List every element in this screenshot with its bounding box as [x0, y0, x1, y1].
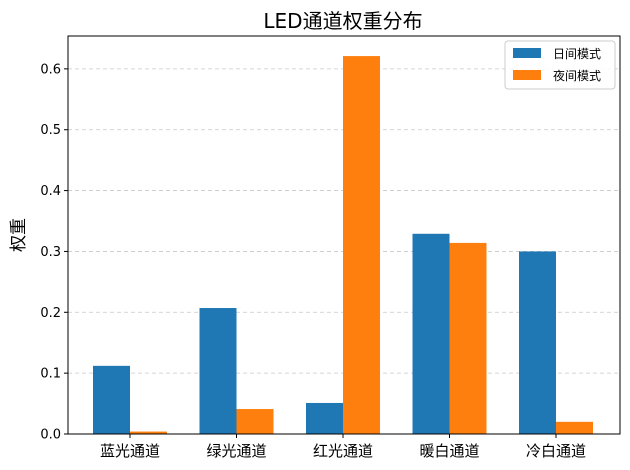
- y-tick-label: 0.2: [40, 306, 61, 321]
- legend-label-day: 日间模式: [553, 47, 601, 61]
- chart-title: LED通道权重分布: [263, 9, 422, 33]
- y-tick-label: 0.4: [40, 184, 61, 199]
- bar-day-4: [519, 251, 556, 434]
- x-tick-label: 蓝光通道: [100, 442, 160, 460]
- bars: [93, 56, 593, 434]
- y-tick-label: 0.3: [40, 245, 61, 260]
- x-tick-label: 冷白通道: [526, 442, 586, 460]
- y-tick-label: 0.0: [40, 428, 61, 443]
- bar-day-1: [199, 308, 237, 434]
- bar-night-4: [556, 421, 593, 434]
- bar-night-0: [130, 431, 167, 434]
- bar-night-2: [343, 56, 380, 434]
- legend: 日间模式 夜间模式: [504, 40, 616, 90]
- bar-night-1: [236, 409, 274, 434]
- x-tick-label: 红光通道: [313, 442, 373, 460]
- bar-night-3: [449, 242, 487, 434]
- legend-label-night: 夜间模式: [553, 68, 601, 83]
- legend-swatch-day: [513, 48, 541, 58]
- y-axis-title: 权重: [9, 218, 29, 252]
- y-tick-label: 0.5: [40, 123, 61, 138]
- x-tick-label: 绿光通道: [206, 442, 266, 460]
- x-tick-label: 暖白通道: [419, 442, 479, 460]
- y-axis-ticks: 0.0 0.1 0.2 0.3 0.4 0.5 0.6: [40, 62, 68, 443]
- bar-day-3: [412, 233, 450, 434]
- y-tick-label: 0.1: [40, 367, 61, 382]
- legend-swatch-night: [513, 70, 541, 80]
- y-tick-label: 0.6: [40, 62, 61, 77]
- plot-frame: [67, 35, 621, 435]
- x-axis-ticks: 蓝光通道 绿光通道 红光通道 暖白通道 冷白通道: [100, 434, 586, 460]
- bar-day-0: [93, 365, 130, 434]
- bar-day-2: [306, 402, 343, 434]
